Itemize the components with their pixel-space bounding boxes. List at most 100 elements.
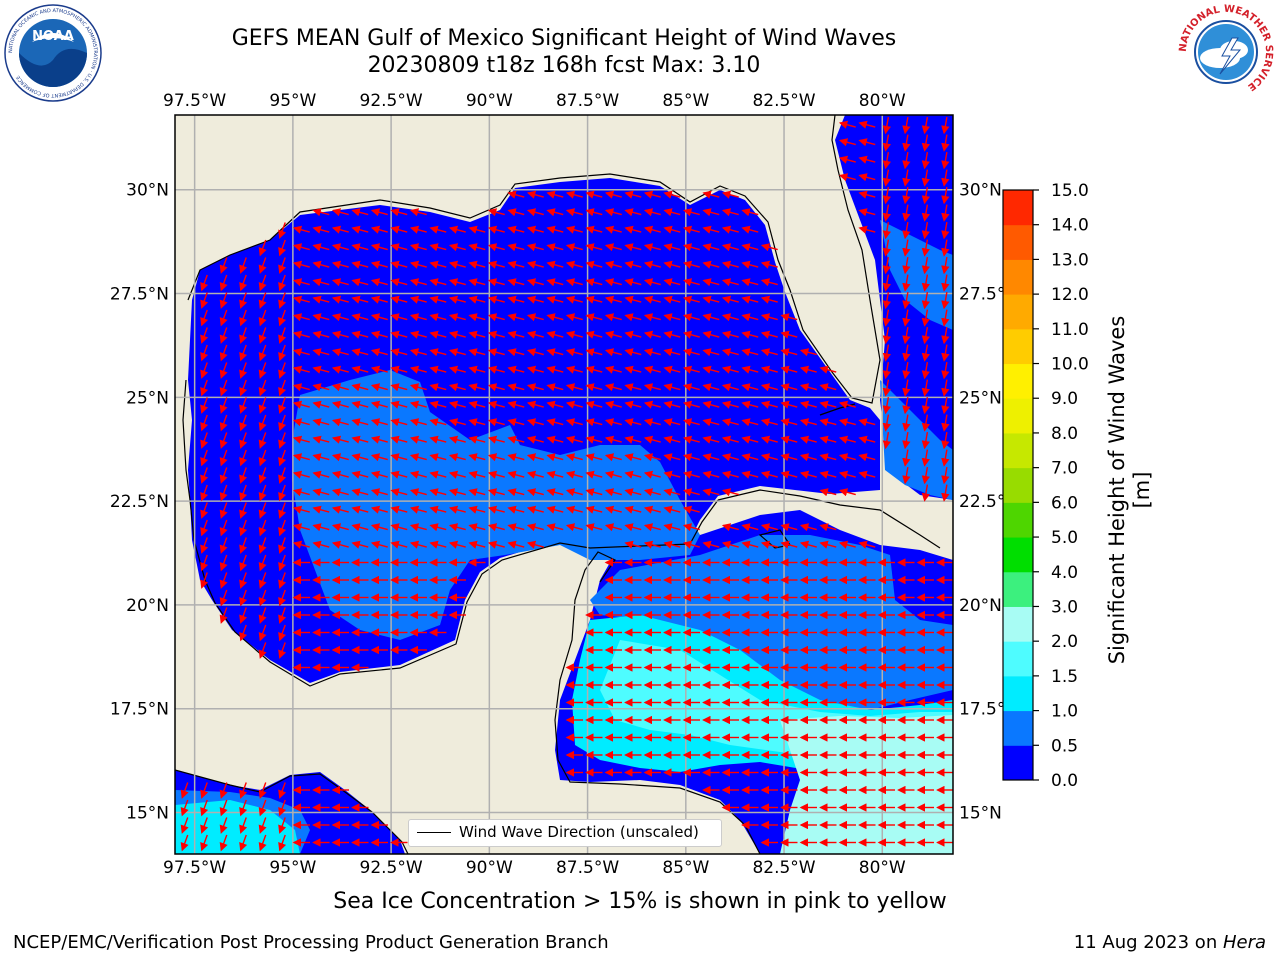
wind-wave-arrow [585,225,603,234]
wind-wave-arrow [468,400,486,409]
wind-wave-arrow [799,365,817,374]
wind-wave-arrow [200,397,209,414]
wind-wave-arrow [682,488,700,497]
wind-wave-arrow [585,348,603,357]
wind-wave-arrow [239,519,248,537]
wind-wave-arrow [526,488,544,497]
wind-wave-arrow [239,467,248,484]
wind-wave-arrow [219,344,228,362]
wind-wave-arrow [663,435,681,444]
wind-wave-arrow [370,365,388,374]
wind-wave-arrow [838,155,856,164]
wind-wave-arrow [760,523,778,532]
wind-wave-arrow [468,365,486,374]
wind-wave-arrow [585,208,603,217]
colorbar-segment [1003,745,1033,781]
wind-wave-arrow [429,418,447,427]
wind-wave-arrow [278,624,287,642]
wind-wave-arrow [921,256,930,275]
wind-wave-arrow [292,243,310,252]
wind-wave-arrow [468,488,486,497]
wind-wave-arrow [258,292,267,309]
wind-wave-arrow [721,330,739,339]
wind-wave-arrow [565,190,583,199]
wind-wave-arrow [292,348,310,357]
wind-wave-arrow [331,260,349,269]
wind-wave-arrow [370,540,388,549]
wind-wave-arrow [780,540,798,549]
wind-wave-arrow [819,400,837,409]
wind-wave-arrow [219,799,228,817]
wind-wave-arrow [258,834,267,852]
wind-wave-arrow [351,208,369,217]
wind-wave-arrow [278,222,287,239]
wind-wave-arrow [258,782,267,799]
wind-wave-arrow [351,470,369,479]
wind-wave-arrow [390,278,408,287]
wind-wave-arrow [409,243,427,252]
wind-wave-arrow [921,379,930,397]
wind-wave-arrow [390,418,408,427]
wind-wave-arrow [721,383,739,392]
wind-wave-arrow [721,313,739,322]
wind-wave-arrow [799,348,817,357]
wind-wave-arrow [702,208,720,217]
wind-wave-arrow [370,418,388,427]
wind-wave-arrow [331,208,349,217]
sea-ice-note: Sea Ice Concentration > 15% is shown in … [333,889,947,914]
wind-wave-arrow [526,278,544,287]
coastline [175,115,941,854]
wind-wave-arrow [643,453,661,462]
wind-wave-arrow [741,295,759,304]
wind-wave-arrow [507,278,525,287]
wind-wave-arrow [507,260,525,269]
wind-wave-arrow [390,523,408,532]
wind-wave-arrow [682,400,700,409]
lon-label-top: 87.5°W [556,91,619,111]
wind-wave-arrow [546,348,564,357]
chart-subtitle: 20230809 t18z 168h fcst Max: 3.10 [367,53,761,78]
wind-wave-arrow [468,505,486,514]
wind-wave-arrow [624,383,642,392]
wind-wave-arrow [370,523,388,532]
wind-wave-arrow [546,365,564,374]
wind-wave-arrow [604,453,622,462]
wind-wave-arrow [180,834,189,852]
wind-wave-arrow [702,453,720,462]
wind-wave-arrow [546,208,564,217]
wind-wave-arrow [448,453,466,462]
wind-wave-arrow [643,295,661,304]
wind-wave-arrow [351,243,369,252]
wind-wave-arrow [239,537,248,554]
chart-title: GEFS MEAN Gulf of Mexico Significant Hei… [231,26,897,51]
wind-wave-arrow [921,309,930,327]
wind-wave-arrow [468,260,486,269]
wind-wave-arrow [741,313,759,322]
wind-wave-arrow [312,295,330,304]
wind-wave-arrow [331,383,349,392]
wind-wave-arrow [604,383,622,392]
wind-wave-arrow [663,243,681,252]
wind-wave-arrow [643,278,661,287]
wind-wave-arrow [219,432,228,449]
wind-wave-arrow [409,540,427,549]
wind-wave-arrow [882,221,891,240]
wind-wave-arrow [278,537,287,554]
wind-wave-arrow [292,383,310,392]
wind-wave-arrow [487,540,505,549]
wind-wave-arrow [760,313,778,322]
wind-wave-arrow [507,365,525,374]
wind-wave-arrow [760,470,778,479]
wind-wave-arrow [604,278,622,287]
wind-wave-arrow [239,607,248,624]
wind-wave-arrow [585,295,603,304]
lat-label-left: 25°N [126,388,169,408]
wind-wave-arrow [200,834,209,852]
wind-wave-arrow [468,383,486,392]
wind-wave-arrow [741,523,759,532]
wind-wave-arrow [702,418,720,427]
wind-wave-arrow [780,435,798,444]
wind-wave-arrow [409,348,427,357]
colorbar-segment [1003,675,1033,712]
wind-wave-arrow [799,400,817,409]
